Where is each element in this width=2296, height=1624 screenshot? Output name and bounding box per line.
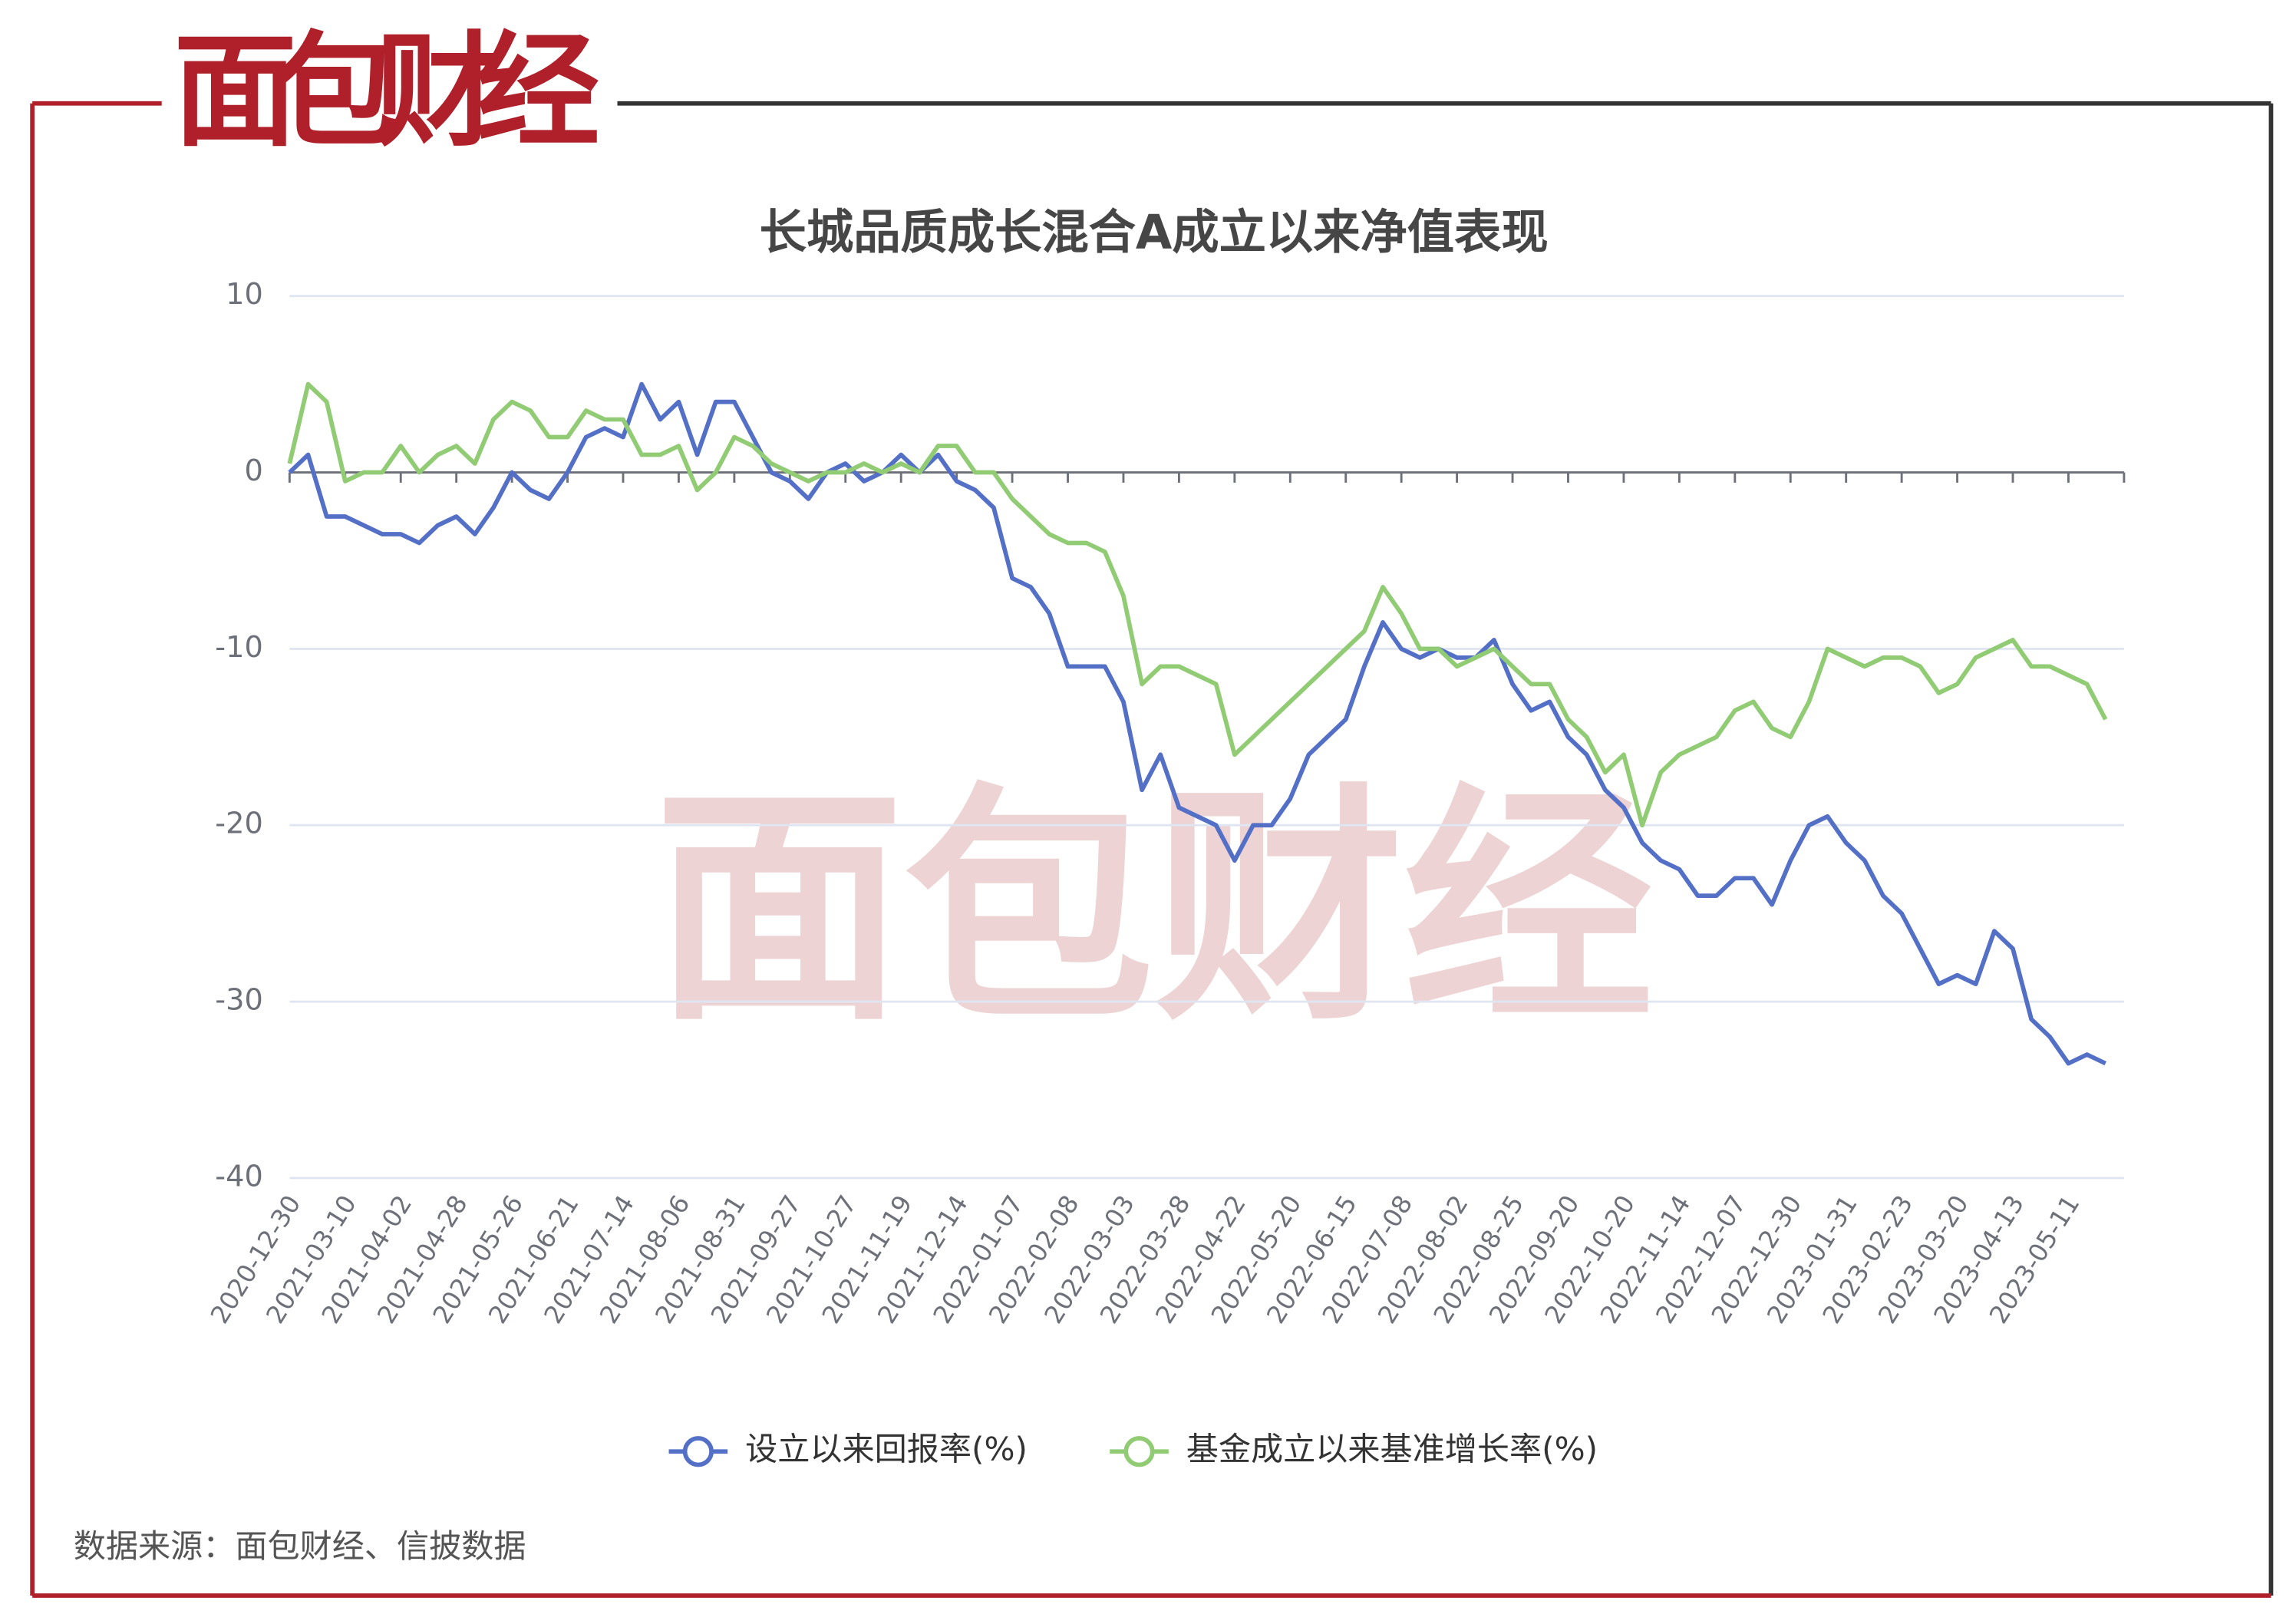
chart-title: 长城品质成长混合A成立以来净值表现 <box>760 206 1549 260</box>
legend-label: 基金成立以来基准增长率(%) <box>1186 1431 1598 1468</box>
y-tick-label: -30 <box>215 983 263 1018</box>
y-tick-label: -40 <box>215 1159 263 1193</box>
y-tick-label: 10 <box>226 277 263 312</box>
legend-marker <box>682 1436 714 1467</box>
logo: 面包财经 <box>173 20 599 163</box>
y-tick-label: -20 <box>215 807 263 841</box>
source-note: 数据来源：面包财经、信披数据 <box>74 1527 526 1565</box>
legend-marker <box>1123 1436 1155 1467</box>
y-tick-label: 0 <box>244 454 262 488</box>
legend-label: 设立以来回报率(%) <box>745 1431 1028 1468</box>
series-line <box>288 381 2106 1066</box>
watermark: 面包财经 <box>654 763 1654 1054</box>
y-tick-label: -10 <box>215 630 263 665</box>
series-line <box>287 381 2108 828</box>
